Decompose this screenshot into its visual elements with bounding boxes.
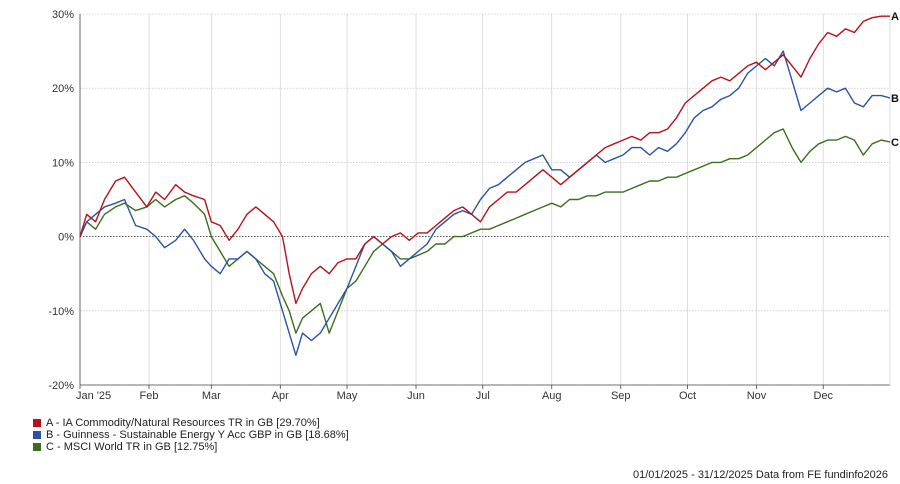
- legend-label-a: A - IA Commodity/Natural Resources TR in…: [46, 417, 320, 429]
- tick-labels: 30% 20% 10% 0% -10% -20%Jan '25 Feb Mar Apr May Ju…: [48, 9, 899, 402]
- legend-label-b: B - Guinness - Sustainable Energy Y Acc …: [46, 429, 349, 441]
- axes: [79, 14, 891, 389]
- legend: A - IA Commodity/Natural Resources TR in…: [33, 417, 349, 453]
- x-tick-label: Nov: [747, 390, 767, 402]
- y-tick-label: 10%: [52, 157, 74, 169]
- y-tick-label: 0%: [58, 232, 74, 244]
- series-end-label-c: C: [891, 137, 899, 149]
- legend-swatch-c: [33, 443, 41, 451]
- y-tick-label: -10%: [48, 306, 74, 318]
- legend-swatch-b: [33, 431, 41, 439]
- legend-label-c: C - MSCI World TR in GB [12.75%]: [46, 441, 218, 453]
- x-tick-label: Aug: [542, 390, 562, 402]
- x-tick-label: Dec: [813, 390, 833, 402]
- x-tick-label: May: [337, 390, 358, 402]
- grid: [80, 13, 890, 386]
- x-tick-label: Jul: [476, 390, 490, 402]
- series-line-b: [79, 50, 891, 356]
- legend-item-a: A - IA Commodity/Natural Resources TR in…: [33, 417, 349, 429]
- series-line-c: [79, 128, 891, 334]
- series-end-label-a: A: [891, 11, 899, 23]
- data-source-footer: 01/01/2025 - 31/12/2025 Data from FE fun…: [632, 469, 888, 481]
- series-lines: [79, 15, 891, 356]
- x-tick-label: Jun: [407, 390, 425, 402]
- y-tick-label: 30%: [52, 9, 74, 21]
- legend-item-b: B - Guinness - Sustainable Energy Y Acc …: [33, 429, 349, 441]
- series-end-label-b: B: [891, 93, 899, 105]
- x-tick-label: Jan '25: [76, 390, 111, 402]
- legend-item-c: C - MSCI World TR in GB [12.75%]: [33, 441, 349, 453]
- y-tick-label: 20%: [52, 83, 74, 95]
- y-tick-label: -20%: [48, 380, 74, 392]
- x-tick-label: Mar: [202, 390, 221, 402]
- series-line-a: [79, 15, 890, 305]
- x-tick-label: Sep: [611, 390, 631, 402]
- x-tick-label: Feb: [139, 390, 158, 402]
- x-tick-label: Oct: [679, 390, 696, 402]
- legend-swatch-a: [33, 419, 41, 427]
- x-tick-label: Apr: [272, 390, 289, 402]
